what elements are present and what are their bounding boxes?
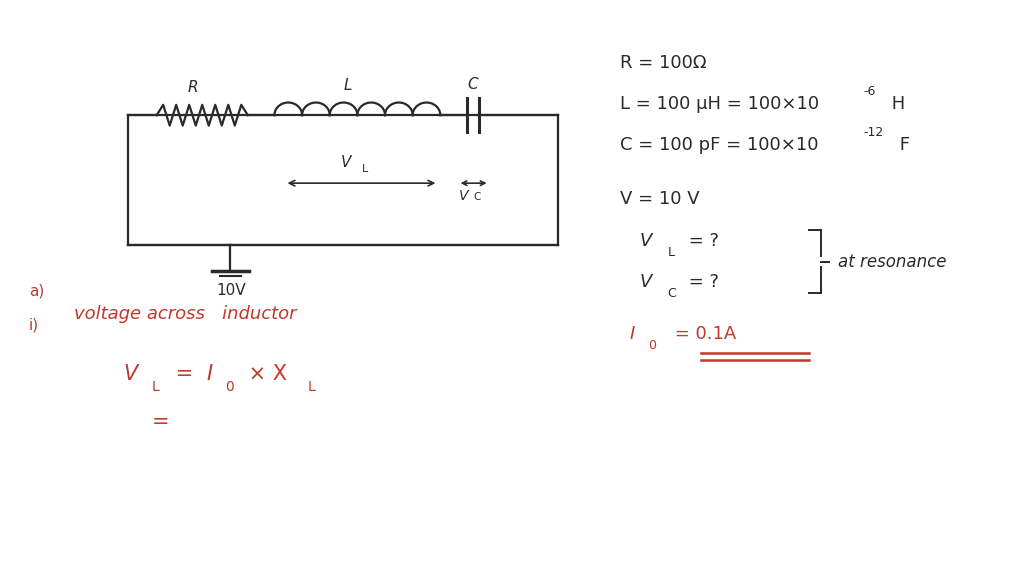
Text: =: = <box>152 412 169 431</box>
Text: V: V <box>123 365 137 384</box>
Text: C: C <box>468 77 478 92</box>
Text: L: L <box>344 78 352 93</box>
Text: =: = <box>169 365 200 384</box>
Text: voltage across   inductor: voltage across inductor <box>74 305 296 323</box>
Text: L = 100 μH = 100×10: L = 100 μH = 100×10 <box>620 94 818 113</box>
Text: V: V <box>341 156 351 170</box>
Text: L: L <box>307 380 315 394</box>
Text: V: V <box>459 189 468 203</box>
Text: a): a) <box>29 283 44 298</box>
Text: V: V <box>640 232 652 250</box>
Text: i): i) <box>29 318 39 333</box>
Text: H: H <box>886 94 905 113</box>
Text: C: C <box>668 287 677 300</box>
Text: -6: -6 <box>863 85 876 97</box>
Text: C: C <box>473 192 480 202</box>
Text: V: V <box>640 273 652 291</box>
Text: C = 100 pF = 100×10: C = 100 pF = 100×10 <box>620 136 818 154</box>
Text: = ?: = ? <box>683 273 719 291</box>
Text: I: I <box>630 325 635 343</box>
Text: = 0.1A: = 0.1A <box>669 325 736 343</box>
Text: I: I <box>207 365 213 384</box>
Text: L: L <box>668 246 675 259</box>
Text: 0: 0 <box>225 380 234 394</box>
Text: L: L <box>361 164 368 174</box>
Text: = ?: = ? <box>683 232 719 250</box>
Text: -12: -12 <box>863 126 884 139</box>
Text: F: F <box>894 136 910 154</box>
Text: R: R <box>187 80 198 95</box>
Text: V = 10 V: V = 10 V <box>620 190 699 208</box>
Text: 10V: 10V <box>217 283 246 298</box>
Text: at resonance: at resonance <box>838 252 946 271</box>
Text: L: L <box>152 380 160 394</box>
Text: 0: 0 <box>648 339 656 352</box>
Text: × X: × X <box>242 365 287 384</box>
Text: R = 100Ω: R = 100Ω <box>620 54 706 73</box>
